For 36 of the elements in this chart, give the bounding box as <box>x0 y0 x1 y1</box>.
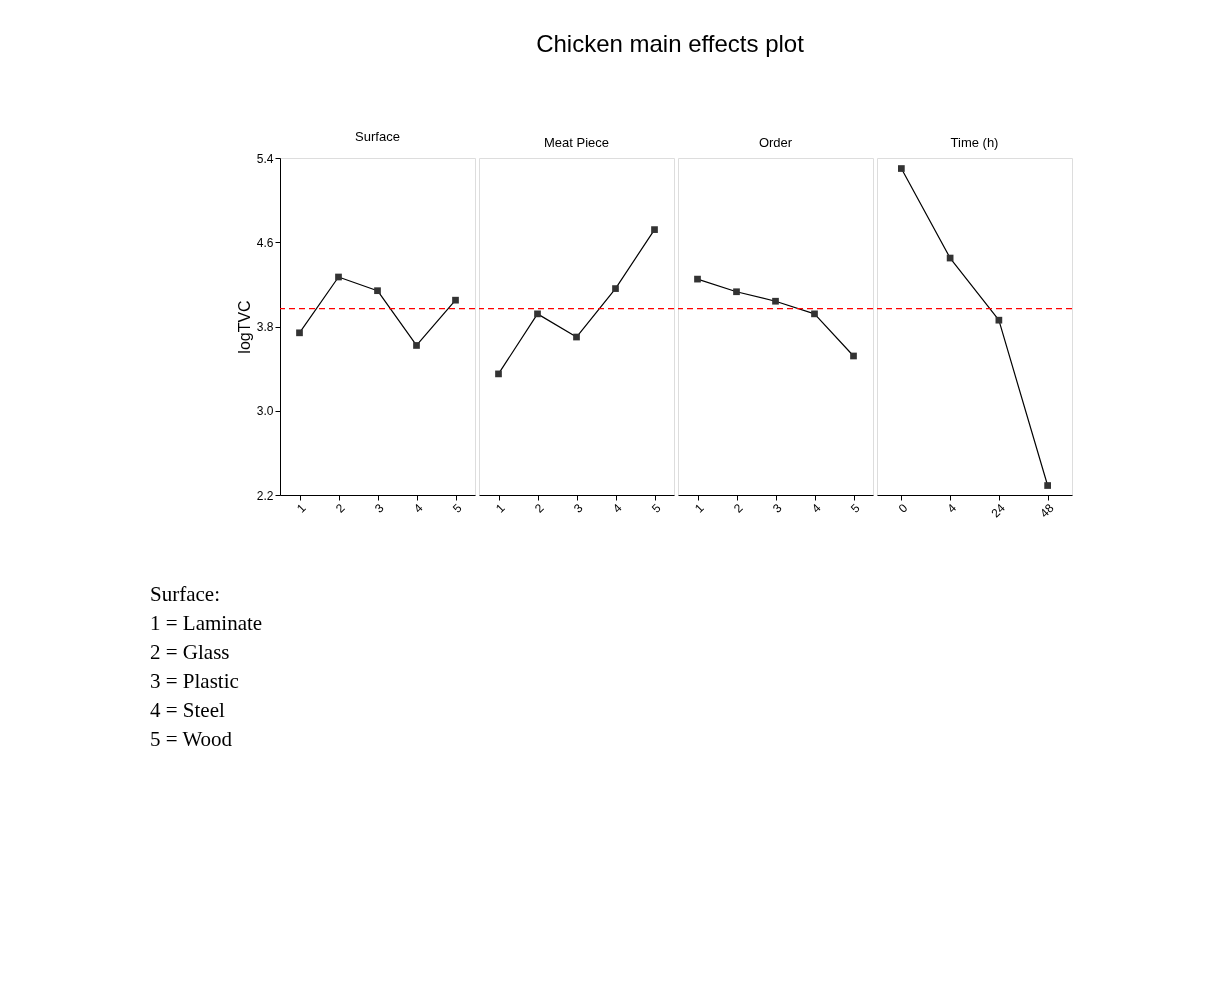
x-tick-label: 4 <box>808 500 824 516</box>
text: 3 = Plastic <box>150 669 239 694</box>
x-tick-label: 3 <box>769 500 785 516</box>
x-tick-label: 1 <box>691 500 707 516</box>
chart-subtitle: Time (h) <box>950 135 999 150</box>
text: 4 = Steel <box>150 698 225 723</box>
x-tick-label: 1 <box>492 500 508 516</box>
chart-subtitle: Meat Piece <box>543 135 610 150</box>
x-tick-label: 4 <box>410 500 426 516</box>
x-tick-label: 2 <box>531 500 547 516</box>
x-tick-label: 24 <box>988 500 1009 521</box>
x-tick-label: 0 <box>895 500 911 516</box>
chart-subtitle: Surface <box>355 129 400 144</box>
y-tick-label: 3.8 <box>256 320 274 334</box>
text: 2 = Glass <box>150 639 230 664</box>
y-tick-label: 4.6 <box>256 235 274 250</box>
y-tick-label: 2.2 <box>256 488 274 503</box>
x-tick-label: 2 <box>730 500 746 516</box>
x-tick-label: 4 <box>944 500 960 516</box>
x-tick-label: 5 <box>449 500 465 516</box>
x-tick-label: 5 <box>847 500 863 516</box>
x-tick-label: 3 <box>570 500 586 516</box>
x-tick-label: 3 <box>371 500 387 516</box>
y-axis-title: logTVC <box>235 300 253 354</box>
chart-subtitle: Order <box>758 135 793 150</box>
x-tick-label: 2 <box>332 500 348 516</box>
x-tick-label: 4 <box>609 500 625 516</box>
x-tick-label: 48 <box>1037 500 1057 521</box>
x-tick-label: 5 <box>648 500 664 516</box>
y-tick-label: 5.4 <box>256 151 274 166</box>
text: Chicken main effects plot <box>536 30 805 57</box>
text: Surface: <box>150 581 220 606</box>
x-tick-label: 1 <box>293 500 309 516</box>
text: 1 = Laminate <box>150 610 263 635</box>
y-tick-label: 3.0 <box>256 404 274 419</box>
text: 5 = Wood <box>150 727 233 752</box>
